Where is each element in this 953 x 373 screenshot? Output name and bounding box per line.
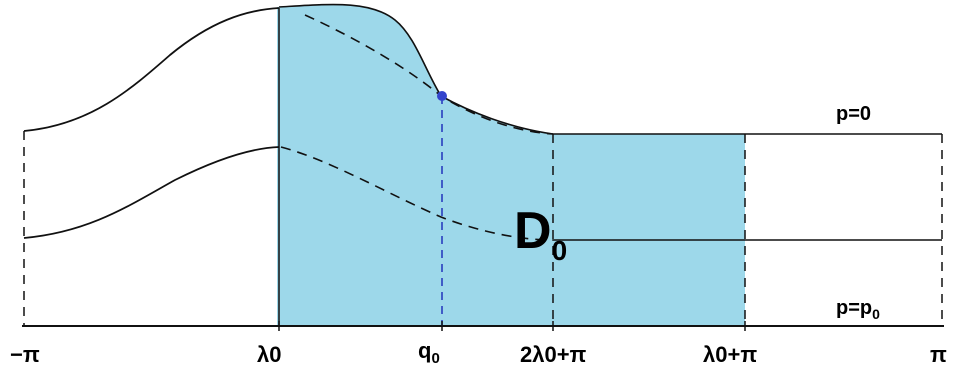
axis-label-lambda0: λ0 — [257, 342, 281, 367]
region-d0 — [277, 4, 745, 325]
upper-curve-label: p=0 — [836, 103, 871, 125]
baseline-ticks — [278, 321, 746, 331]
axis-label-lambda0-plus-pi: λ0+π — [703, 342, 757, 367]
axis-label-q0: q0 — [418, 338, 440, 367]
axis-label-minus-pi: −π — [10, 342, 40, 367]
lower-curve-label: p=p0 — [836, 297, 880, 322]
upper-curve-solid — [278, 3, 554, 135]
upper-curve-left — [23, 7, 280, 132]
axis-label-two-lambda0-plus-pi: 2λ0+π — [520, 342, 587, 367]
axis-label-pi: π — [930, 342, 947, 367]
q0-point — [437, 91, 447, 101]
region-label: D0 — [514, 202, 567, 266]
lower-curve-left — [23, 146, 280, 239]
